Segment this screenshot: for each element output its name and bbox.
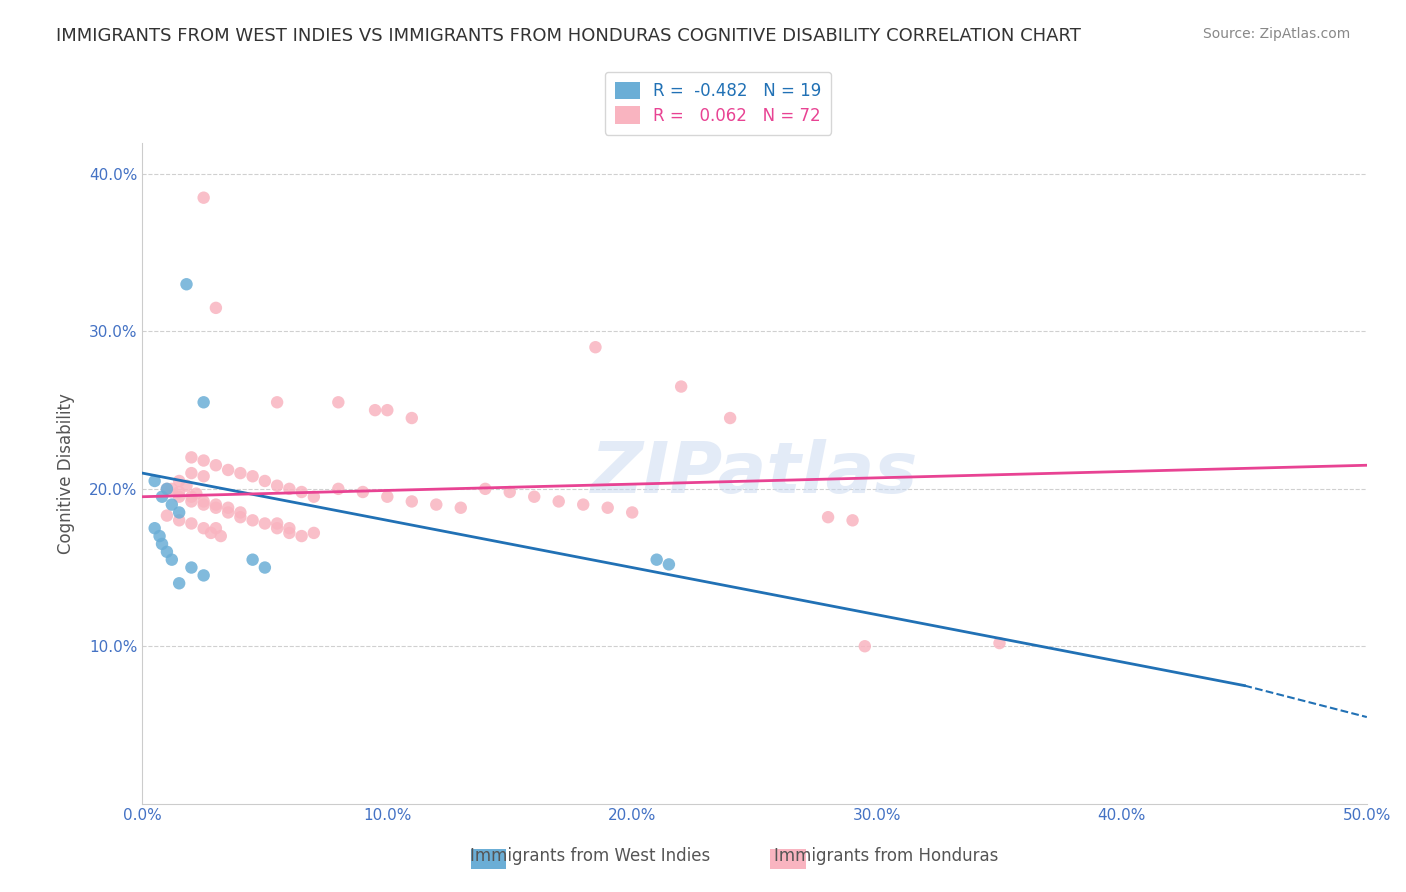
Point (474, 482, 496, 496)
Text: Source: ZipAtlas.com: Source: ZipAtlas.com (1202, 27, 1350, 41)
Point (167, 576, 190, 591)
Point (217, 500, 239, 515)
Point (143, 521, 166, 535)
Point (167, 485, 190, 500)
Point (193, 469, 215, 483)
Point (217, 463, 239, 477)
Point (193, 494, 215, 508)
Point (375, 403, 398, 417)
Point (193, 521, 215, 535)
Point (176, 277, 198, 292)
Legend: R =  -0.482   N = 19, R =   0.062   N = 72: R = -0.482 N = 19, R = 0.062 N = 72 (605, 71, 831, 135)
Point (229, 506, 252, 520)
Point (278, 521, 301, 535)
Point (364, 403, 387, 417)
Point (547, 494, 569, 508)
Point (253, 560, 276, 574)
Point (200, 525, 222, 540)
Point (193, 395, 215, 409)
Point (718, 411, 741, 425)
Point (669, 379, 692, 393)
Point (585, 340, 607, 354)
Point (375, 490, 398, 504)
Point (193, 453, 215, 467)
Point (328, 395, 350, 409)
Point (253, 516, 276, 531)
Point (180, 490, 202, 504)
Point (180, 466, 202, 480)
Point (988, 636, 1011, 650)
Point (176, 479, 198, 493)
Point (291, 529, 314, 543)
Point (302, 525, 325, 540)
Point (645, 552, 668, 566)
Text: Immigrants from West Indies: Immigrants from West Indies (471, 847, 710, 865)
Point (229, 466, 252, 480)
Point (302, 490, 325, 504)
Point (156, 482, 179, 496)
Point (148, 529, 170, 543)
Point (242, 513, 264, 527)
Point (278, 482, 301, 496)
Point (180, 450, 202, 465)
Point (156, 482, 179, 496)
Point (217, 506, 239, 520)
Y-axis label: Cognitive Disability: Cognitive Disability (58, 392, 75, 554)
Text: IMMIGRANTS FROM WEST INDIES VS IMMIGRANTS FROM HONDURAS COGNITIVE DISABILITY COR: IMMIGRANTS FROM WEST INDIES VS IMMIGRANT… (56, 27, 1081, 45)
Point (167, 474, 190, 488)
Point (205, 458, 228, 473)
Point (167, 506, 190, 520)
Point (150, 537, 173, 551)
Point (817, 510, 839, 524)
Point (160, 552, 183, 566)
Point (193, 191, 215, 205)
Point (167, 513, 190, 527)
Point (242, 552, 264, 566)
Point (853, 639, 876, 653)
Point (401, 411, 423, 425)
Point (253, 474, 276, 488)
Point (401, 494, 423, 508)
Point (621, 506, 644, 520)
Point (180, 516, 202, 531)
Point (499, 485, 522, 500)
Point (167, 490, 190, 504)
Point (266, 516, 288, 531)
Point (658, 558, 681, 572)
Point (205, 521, 228, 535)
Point (193, 568, 215, 582)
Point (266, 521, 288, 535)
Point (596, 500, 619, 515)
Point (229, 510, 252, 524)
Point (205, 498, 228, 512)
Point (160, 498, 183, 512)
Point (291, 485, 314, 500)
Point (186, 486, 208, 500)
Point (450, 500, 472, 515)
Point (328, 482, 350, 496)
Point (193, 498, 215, 512)
Point (425, 498, 447, 512)
Point (266, 395, 288, 409)
Point (156, 508, 179, 523)
Point (278, 525, 301, 540)
Point (160, 482, 183, 496)
Point (572, 498, 595, 512)
Point (150, 490, 173, 504)
Point (841, 513, 863, 527)
Point (523, 490, 546, 504)
Point (242, 469, 264, 483)
Point (180, 494, 202, 508)
Point (209, 529, 232, 543)
Point (205, 500, 228, 515)
Point (180, 560, 202, 574)
Point (352, 485, 374, 500)
Point (266, 479, 288, 493)
Point (143, 474, 166, 488)
Text: Immigrants from Honduras: Immigrants from Honduras (773, 847, 998, 865)
Point (156, 545, 179, 559)
Point (205, 301, 228, 315)
Text: ZIPatlas: ZIPatlas (591, 439, 918, 508)
